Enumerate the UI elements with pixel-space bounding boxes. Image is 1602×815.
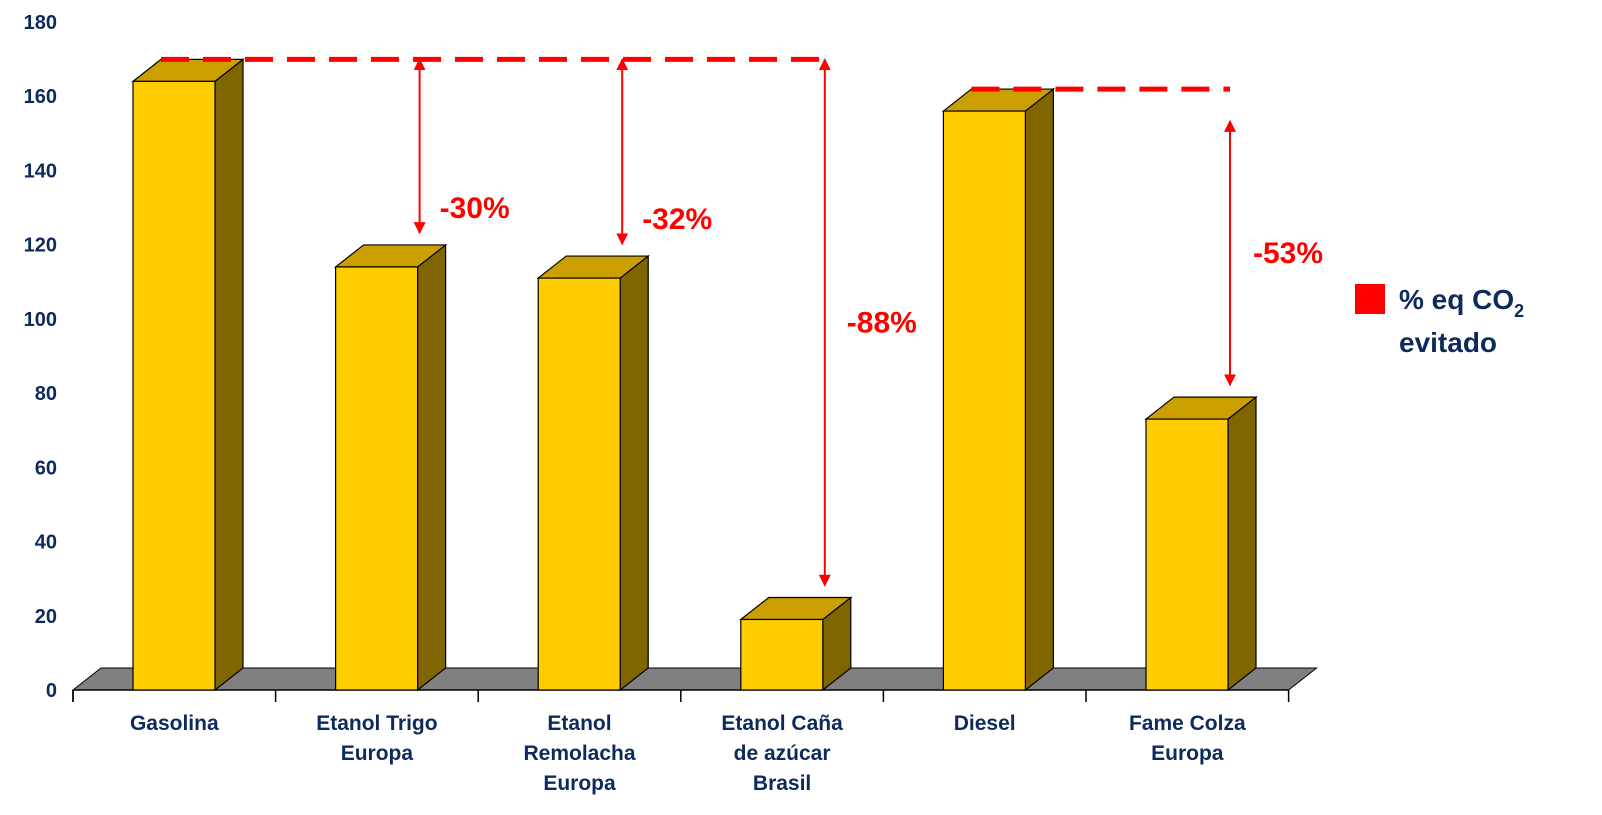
bar xyxy=(536,254,650,692)
y-tick-label: 0 xyxy=(46,680,57,702)
bar-side xyxy=(619,254,649,692)
y-tick-label: 40 xyxy=(35,532,57,554)
percentage-annotation: -32% xyxy=(642,203,712,236)
x-tick-label: Gasolina xyxy=(130,712,219,735)
bar-front xyxy=(942,110,1027,691)
bar-front xyxy=(740,618,824,691)
bar-side xyxy=(214,58,244,692)
bar-side xyxy=(1227,395,1257,692)
percentage-annotation: -30% xyxy=(440,192,510,225)
percentage-annotation: -88% xyxy=(847,306,917,339)
y-tick-label: 80 xyxy=(35,383,57,405)
x-tick-label: Diesel xyxy=(954,712,1016,735)
x-tick-label: Fame Colza Europa xyxy=(1129,712,1246,765)
bar-side xyxy=(417,243,447,692)
bar xyxy=(739,596,853,692)
x-tick-label: Etanol Caña de azúcar Brasil xyxy=(721,712,843,795)
x-tick-label: Etanol Remolacha Europa xyxy=(523,712,635,795)
y-tick-label: 160 xyxy=(24,86,57,108)
bar xyxy=(941,87,1056,692)
bar xyxy=(1144,395,1258,692)
y-tick-label: 20 xyxy=(35,606,57,628)
bar-side xyxy=(1024,87,1055,692)
legend-label-line2: evitado xyxy=(1399,327,1497,358)
y-tick-label: 60 xyxy=(35,457,57,479)
y-tick-label: 180 xyxy=(24,12,57,34)
bar xyxy=(131,58,245,692)
legend-swatch xyxy=(1355,284,1385,314)
y-tick-label: 140 xyxy=(24,160,57,182)
bar-front xyxy=(132,80,216,691)
bar xyxy=(333,243,448,692)
percentage-annotation: -53% xyxy=(1253,237,1323,270)
y-tick-label: 120 xyxy=(24,235,57,257)
bar-front xyxy=(537,277,621,691)
bar-front xyxy=(1145,418,1229,691)
floor xyxy=(71,667,1319,691)
legend-label: % eq CO2 xyxy=(1399,284,1524,321)
bar-front xyxy=(335,266,419,691)
x-tick-label: Etanol Trigo Europa xyxy=(316,712,437,765)
y-tick-label: 100 xyxy=(24,309,57,331)
